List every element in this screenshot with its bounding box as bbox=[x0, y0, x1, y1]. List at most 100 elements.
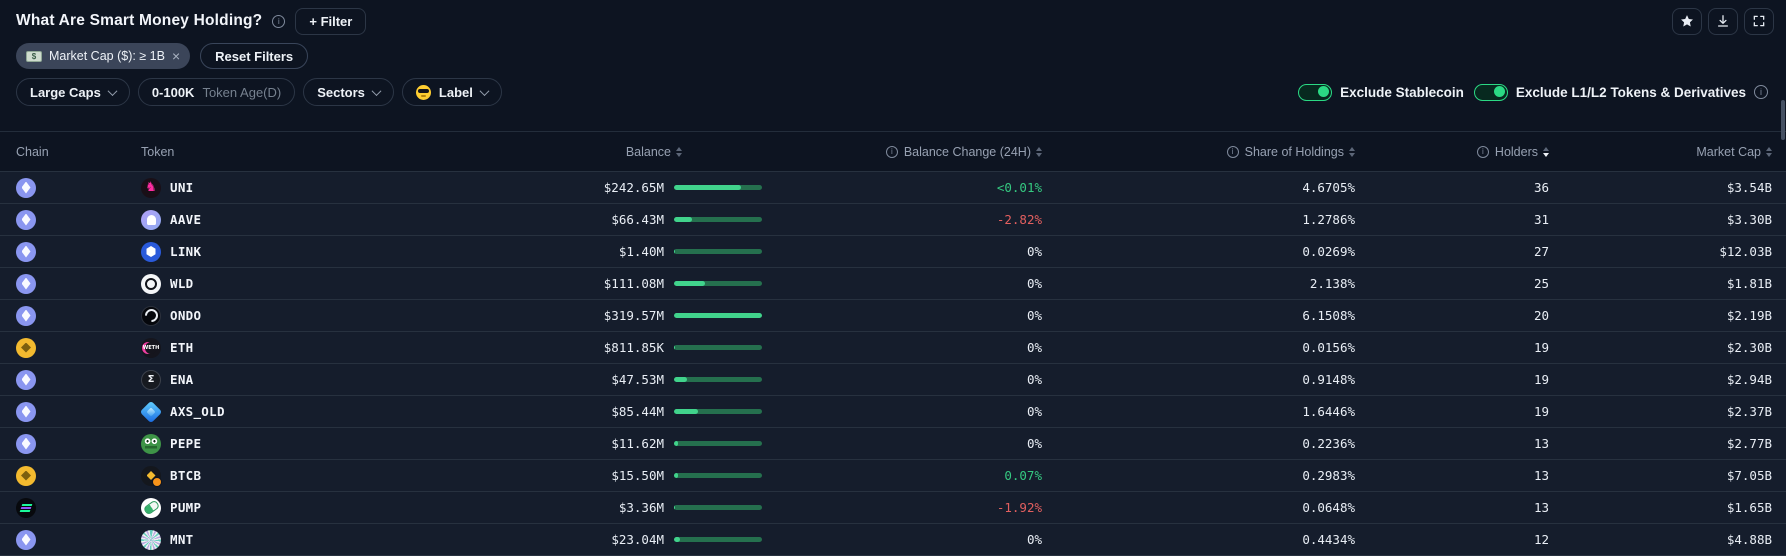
table-row[interactable]: WLD $111.08M 0% 2.138% 25 $1.81B bbox=[0, 267, 1786, 299]
balance-change-value: 0% bbox=[1026, 404, 1042, 419]
table-row[interactable]: LINK $1.40M 0% 0.0269% 27 $12.03B bbox=[0, 235, 1786, 267]
sectors-dropdown[interactable]: Sectors bbox=[303, 78, 394, 106]
share-of-holdings-value: 0.9148% bbox=[1302, 372, 1355, 387]
favorite-button[interactable] bbox=[1672, 7, 1702, 35]
table-row[interactable]: AXS_OLD $85.44M 0% 1.6446% 19 $2.37B bbox=[0, 395, 1786, 427]
token-symbol: PEPE bbox=[170, 436, 202, 451]
ena-token-icon bbox=[141, 369, 161, 390]
token-symbol: UNI bbox=[170, 180, 194, 195]
market-cap-value: $7.05B bbox=[1726, 468, 1772, 483]
balance-change-value: 0% bbox=[1026, 372, 1042, 387]
balance-bar-fill bbox=[674, 281, 705, 286]
holders-value: 25 bbox=[1533, 276, 1549, 291]
table-row[interactable]: ENA $47.53M 0% 0.9148% 19 $2.94B bbox=[0, 363, 1786, 395]
holders-value: 19 bbox=[1533, 404, 1549, 419]
balance-change-value: -1.92% bbox=[996, 500, 1042, 515]
money-banknote-icon bbox=[26, 50, 42, 62]
market-cap-value: $2.94B bbox=[1726, 372, 1772, 387]
table-row[interactable]: BTCB $15.50M 0.07% 0.2983% 13 $7.05B bbox=[0, 459, 1786, 491]
cap-size-dropdown[interactable]: Large Caps bbox=[16, 78, 130, 106]
column-header-chain: Chain bbox=[0, 145, 125, 159]
token-symbol: MNT bbox=[170, 532, 194, 547]
token-age-filter[interactable]: 0-100K Token Age(D) bbox=[137, 78, 296, 106]
balance-bar bbox=[674, 185, 762, 190]
column-label: Chain bbox=[16, 144, 49, 159]
l1l2-info-icon[interactable]: i bbox=[1754, 85, 1768, 99]
holders-value: 31 bbox=[1533, 212, 1549, 227]
pump-token-icon bbox=[141, 497, 161, 518]
uni-token-icon bbox=[141, 177, 161, 198]
top-bar: What Are Smart Money Holding? i + Filter bbox=[0, 0, 1786, 36]
balance-bar-fill bbox=[674, 537, 681, 542]
title-info-icon[interactable]: i bbox=[272, 14, 286, 28]
chevron-down-icon bbox=[107, 85, 118, 96]
balance-value: $242.65M bbox=[603, 180, 664, 195]
balance-value: $23.04M bbox=[611, 532, 664, 547]
sort-icon[interactable] bbox=[1543, 146, 1549, 157]
label-dropdown[interactable]: Label bbox=[401, 78, 502, 106]
info-icon: i bbox=[1476, 145, 1489, 158]
balance-value: $11.62M bbox=[611, 436, 664, 451]
ethereum-chain-icon bbox=[16, 209, 36, 230]
share-of-holdings-value: 4.6705% bbox=[1302, 180, 1355, 195]
holders-value: 13 bbox=[1533, 436, 1549, 451]
close-icon[interactable]: × bbox=[171, 48, 181, 64]
cap-size-label: Large Caps bbox=[30, 84, 101, 100]
token-symbol: LINK bbox=[170, 244, 202, 259]
table-row[interactable]: AAVE $66.43M -2.82% 1.2786% 31 $3.30B bbox=[0, 203, 1786, 235]
column-header-share-of-holdings[interactable]: i Share of Holdings bbox=[1042, 145, 1355, 159]
sort-icon[interactable] bbox=[676, 146, 682, 157]
table-row[interactable]: PEPE $11.62M 0% 0.2236% 13 $2.77B bbox=[0, 427, 1786, 459]
page-title: What Are Smart Money Holding? bbox=[16, 12, 263, 29]
balance-bar-fill bbox=[674, 217, 693, 222]
holders-value: 19 bbox=[1533, 340, 1549, 355]
ethereum-chain-icon bbox=[16, 529, 36, 550]
table-row[interactable]: PUMP $3.36M -1.92% 0.0648% 13 $1.65B bbox=[0, 491, 1786, 523]
balance-change-value: 0% bbox=[1026, 340, 1042, 355]
balance-bar-fill bbox=[674, 185, 741, 190]
ondo-token-icon bbox=[141, 305, 161, 326]
chevron-down-icon bbox=[479, 85, 490, 96]
fullscreen-button[interactable] bbox=[1744, 7, 1774, 35]
add-filter-button[interactable]: + Filter bbox=[295, 7, 367, 35]
market-cap-value: $12.03B bbox=[1719, 244, 1772, 259]
sort-icon[interactable] bbox=[1766, 146, 1772, 157]
balance-change-value: 0.07% bbox=[1004, 468, 1042, 483]
filter-controls-row: Large Caps 0-100K Token Age(D) Sectors L… bbox=[16, 78, 1770, 106]
exclude-l1l2-label: Exclude L1/L2 Tokens & Derivatives bbox=[1515, 84, 1746, 100]
reset-filters-button[interactable]: Reset Filters bbox=[200, 43, 309, 69]
column-label: Balance bbox=[625, 144, 671, 159]
balance-bar bbox=[674, 217, 762, 222]
table-row[interactable]: MNT $23.04M 0% 0.4434% 12 $4.88B bbox=[0, 523, 1786, 555]
exclude-stablecoin-toggle[interactable] bbox=[1298, 83, 1333, 101]
share-of-holdings-value: 0.0648% bbox=[1302, 500, 1355, 515]
table-row[interactable]: ETH $811.85K 0% 0.0156% 19 $2.30B bbox=[0, 331, 1786, 363]
column-header-balance-change-24h[interactable]: i Balance Change (24H) bbox=[762, 145, 1042, 159]
sectors-label: Sectors bbox=[317, 84, 365, 100]
market-cap-filter-chip[interactable]: Market Cap ($): ≥ 1B × bbox=[16, 43, 191, 69]
column-label: Share of Holdings bbox=[1244, 144, 1344, 159]
balance-bar bbox=[674, 249, 762, 254]
balance-bar bbox=[674, 441, 762, 446]
share-of-holdings-value: 0.2236% bbox=[1302, 436, 1355, 451]
sort-icon[interactable] bbox=[1036, 146, 1042, 157]
sort-icon[interactable] bbox=[1349, 146, 1355, 157]
market-cap-value: $2.77B bbox=[1726, 436, 1772, 451]
column-header-holders[interactable]: i Holders bbox=[1355, 145, 1549, 159]
download-button[interactable] bbox=[1708, 7, 1738, 35]
exclude-l1l2-toggle[interactable] bbox=[1473, 83, 1508, 101]
filter-chip-label: Market Cap ($): ≥ 1B bbox=[49, 49, 165, 63]
balance-value: $811.85K bbox=[603, 340, 664, 355]
table-row[interactable]: ONDO $319.57M 0% 6.1508% 20 $2.19B bbox=[0, 299, 1786, 331]
column-header-balance[interactable]: Balance bbox=[307, 145, 762, 159]
share-of-holdings-value: 2.138% bbox=[1309, 276, 1355, 291]
table-row[interactable]: UNI $242.65M <0.01% 4.6705% 36 $3.54B bbox=[0, 171, 1786, 203]
exclude-stablecoin-group: Exclude Stablecoin bbox=[1298, 83, 1464, 101]
scrollbar-thumb[interactable] bbox=[1781, 100, 1785, 140]
balance-value: $66.43M bbox=[611, 212, 664, 227]
column-label: Holders bbox=[1494, 144, 1538, 159]
bnb-chain-icon bbox=[16, 465, 36, 486]
ethereum-chain-icon bbox=[16, 401, 36, 422]
mnt-token-icon bbox=[141, 529, 161, 550]
column-header-market-cap[interactable]: Market Cap bbox=[1549, 145, 1786, 159]
